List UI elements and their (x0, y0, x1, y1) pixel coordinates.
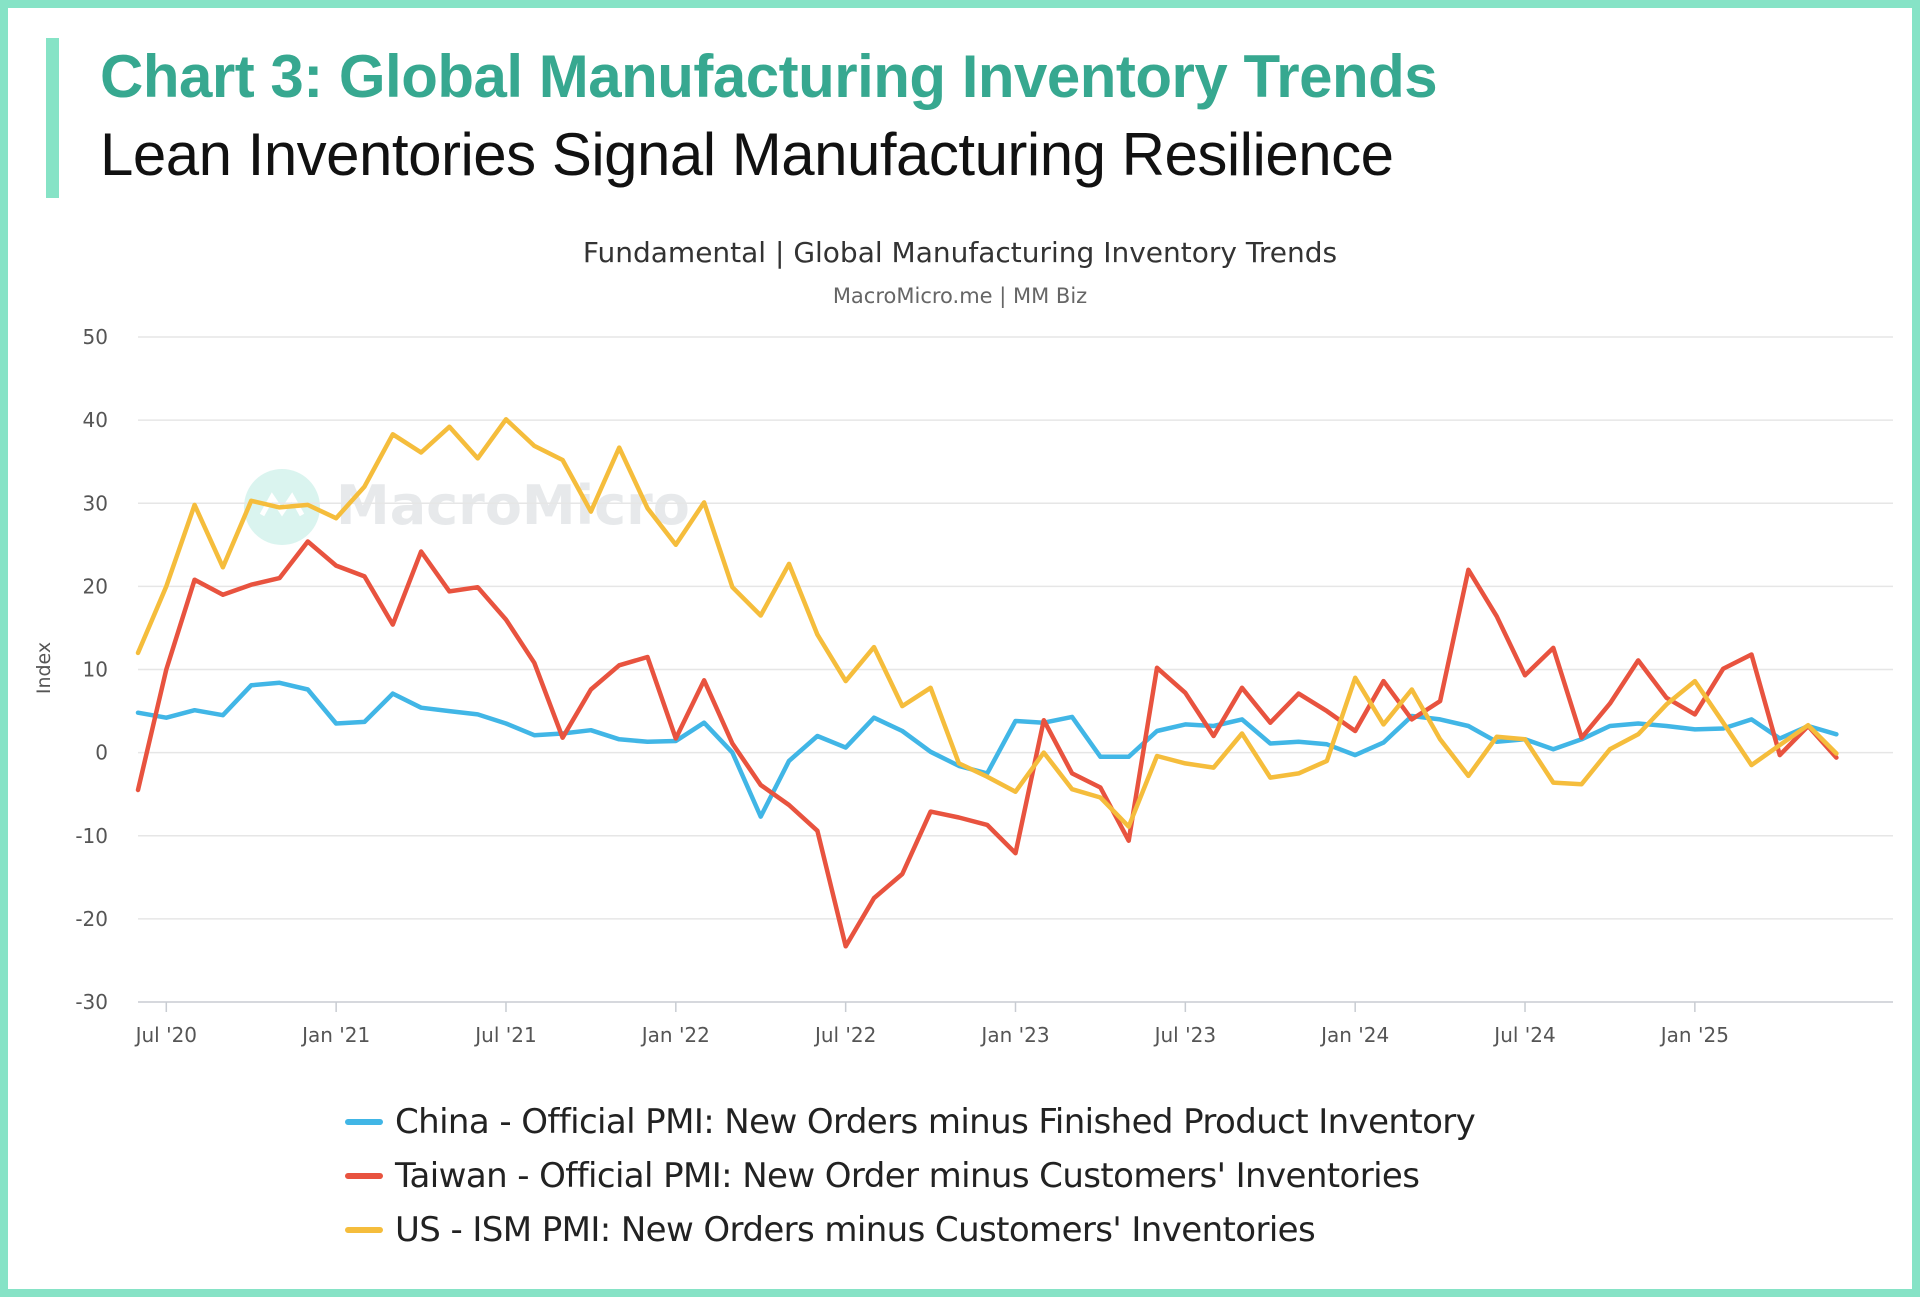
y-tick-labels: 50 40 30 20 10 0 -10 -20 -30 (75, 325, 108, 1014)
chart-title: Fundamental | Global Manufacturing Inven… (583, 236, 1337, 269)
gridlines (138, 336, 1893, 920)
chart-source: MacroMicro.me | MM Biz (833, 284, 1087, 309)
y-tick-label: 0 (95, 741, 108, 765)
watermark-text: MacroMicro (336, 474, 690, 537)
legend-item-taiwan[interactable]: Taiwan - Official PMI: New Order minus C… (345, 1149, 1475, 1203)
y-tick-label: 40 (83, 408, 108, 432)
x-tick-label: Jan '21 (300, 1023, 370, 1047)
y-tick-label: -30 (75, 990, 108, 1014)
x-tick-label: Jul '21 (473, 1023, 536, 1047)
x-tick-label: Jul '22 (813, 1023, 876, 1047)
legend-swatch-us (345, 1227, 383, 1233)
chart-legend: China - Official PMI: New Orders minus F… (345, 1095, 1476, 1257)
x-tick-label: Jan '22 (640, 1023, 710, 1047)
legend-swatch-china (345, 1119, 383, 1125)
series-lines (135, 417, 1839, 949)
chart-heading: Chart 3: Global Manufacturing Inventory … (100, 43, 1438, 110)
y-tick-label: 20 (83, 574, 108, 598)
legend-label-us: US - ISM PMI: New Orders minus Customers… (395, 1210, 1316, 1250)
us-series-line (135, 417, 1839, 829)
legend-label-taiwan: Taiwan - Official PMI: New Order minus C… (395, 1156, 1420, 1196)
legend-label-china: China - Official PMI: New Orders minus F… (395, 1102, 1476, 1142)
y-axis-label: Index (33, 642, 55, 694)
title-accent-bar (46, 38, 59, 198)
legend-item-china[interactable]: China - Official PMI: New Orders minus F… (345, 1095, 1476, 1149)
y-tick-label: 10 (83, 658, 108, 682)
x-tick-label: Jan '24 (1319, 1023, 1389, 1047)
x-tick-label: Jan '23 (979, 1023, 1049, 1047)
taiwan-series-line (135, 539, 1839, 949)
legend-item-us[interactable]: US - ISM PMI: New Orders minus Customers… (345, 1203, 1475, 1257)
chart-subheading: Lean Inventories Signal Manufacturing Re… (100, 121, 1394, 188)
y-tick-label: -20 (75, 907, 108, 931)
x-tick-label: Jul '23 (1153, 1023, 1216, 1047)
legend-swatch-taiwan (345, 1173, 383, 1179)
china-series-line (135, 680, 1839, 819)
y-tick-label: -10 (75, 824, 108, 848)
x-tick-label: Jan '25 (1659, 1023, 1729, 1047)
x-ticks: Jul '20 Jan '21 Jul '21 Jan '22 Jul '22 Jan '… (134, 1002, 1729, 1047)
x-tick-label: Jul '20 (134, 1023, 197, 1047)
y-tick-label: 50 (83, 325, 108, 349)
y-tick-label: 30 (83, 491, 108, 515)
x-tick-label: Jul '24 (1492, 1023, 1555, 1047)
